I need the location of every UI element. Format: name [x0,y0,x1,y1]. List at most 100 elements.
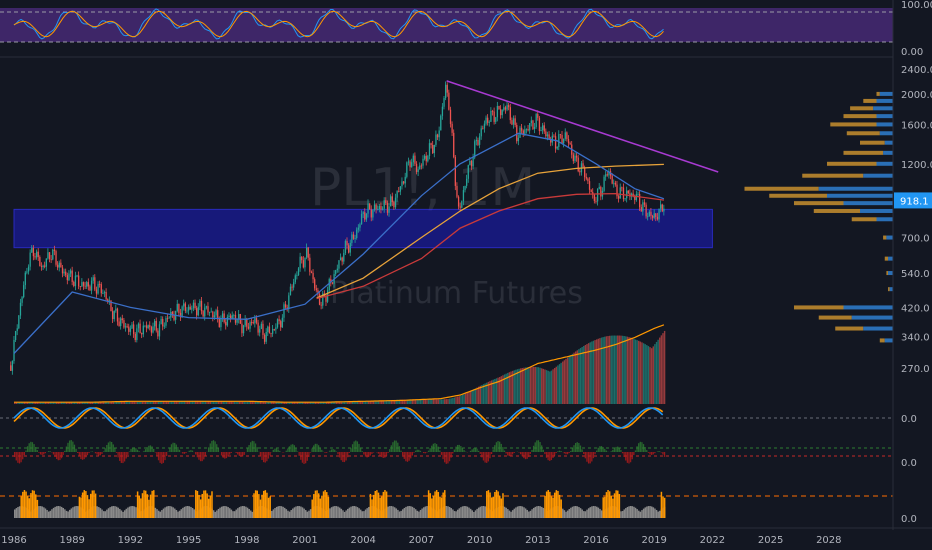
flow-bar [463,450,465,452]
lower-indicator-signal-bar [492,496,495,518]
lower-indicator-signal-bar [615,490,617,518]
candle-body [139,323,141,334]
lower-indicator-base-bar [397,509,399,518]
volume-profile-up-bar [879,131,893,136]
flow-bar [435,444,438,452]
lower-indicator-base-bar [60,506,63,518]
lower-indicator-base-bar [164,507,166,518]
lower-indicator-base-bar [465,506,467,518]
flow-bar [20,452,22,463]
flow-bar [615,446,617,452]
candle-body [543,125,545,132]
flow-bar [361,451,363,452]
volume-bar [578,349,580,404]
volume-bar [539,367,541,404]
flow-bar [505,452,507,454]
flow-bar [212,440,215,452]
volume-bar [107,401,110,404]
trendline[interactable] [446,80,719,173]
flow-bar [279,450,281,452]
volume-bar [650,348,653,404]
price-axis[interactable]: 2400.02000.01600.01200.0918.1700.0540.04… [894,65,932,375]
lower-indicator-base-bar [125,508,128,518]
lower-indicator-signal-bar [369,493,372,518]
volume-bar [91,401,93,404]
candle-body [647,216,649,218]
candle-body [118,321,120,327]
lower-indicator-signal-bar [259,499,262,518]
volume-bar [413,399,415,404]
time-axis[interactable]: 1986 1989 1992 1995 1998 2001 2004 2007 2010 2013… [1,535,841,546]
candle-body [63,271,65,274]
candle-body [131,324,133,329]
lower-indicator-signal-bar [558,494,561,518]
flow-bar [539,442,541,452]
candle-body [385,200,387,204]
flow-bar [410,452,412,459]
volume-bar [43,402,45,404]
volume-bar [308,401,310,404]
year-tick-label: 1989 [59,535,84,546]
flow-bar [371,452,373,454]
volume-bar [418,399,420,404]
lower-indicator-base-bar [272,509,275,518]
lower-indicator-base-bar [130,506,132,518]
candle-body [409,161,411,168]
flow-indicator-pane[interactable]: 0.0 [0,440,917,469]
volume-bar [172,401,174,404]
volume-profile-up-bar [888,256,893,261]
price-pane[interactable]: PL1!, 1M Platinum Futures 2400.02000.016… [10,65,932,404]
flow-bar [642,444,645,452]
volume-profile-up-bar [883,150,893,155]
flow-bar [190,450,192,452]
volume-bar [311,401,313,404]
lower-indicator-signal-bar [319,498,322,518]
lower-indicator-signal-bar [487,490,490,518]
volume-profile-up-bar [876,217,893,222]
lower-indicator-base-bar [303,508,305,518]
volume-bar [423,399,425,404]
flow-bar [28,443,30,452]
candle-body [225,322,227,326]
volume-bar [405,399,407,404]
volume-bar [426,399,428,404]
flow-bar [177,447,179,452]
flow-bar [652,452,654,455]
volume-bar [584,344,587,404]
lower-indicator-base-bar [227,507,229,518]
flow-bar [17,452,19,463]
candle-body [511,120,513,125]
lower-indicator-signal-bar [26,495,29,518]
volume-bar [335,402,338,404]
flow-bar [644,446,646,452]
lower-indicator-pane[interactable]: 0.0 [0,490,917,525]
year-tick-label: 1998 [234,535,259,546]
volume-bar [209,400,212,404]
mid-oscillator-pane[interactable]: 0.0 [0,407,917,429]
candle-body [432,144,434,154]
flow-bar [127,452,129,455]
top-oscillator-pane[interactable]: 100.00 0.00 [0,0,932,58]
candle-body [218,318,220,328]
volume-bar [246,401,249,404]
volume-bar [206,400,208,404]
volume-bar [528,367,530,404]
candle-body [367,203,369,214]
volume-bar [119,401,121,404]
volume-bar [201,400,203,404]
candle-body [37,251,39,257]
flow-bar [621,452,624,454]
candle-body [563,138,565,144]
flow-bar [418,449,420,452]
volume-bar [41,402,43,404]
volume-bar [618,335,621,404]
flow-bar [209,443,211,452]
volume-bar [161,401,163,404]
volume-bar [402,399,404,404]
volume-profile-down-bar [876,91,880,96]
lower-indicator-base-bar [563,510,566,518]
volume-bar [243,401,245,404]
lower-indicator-base-bar [216,510,218,518]
lower-indicator-base-bar [587,508,590,518]
